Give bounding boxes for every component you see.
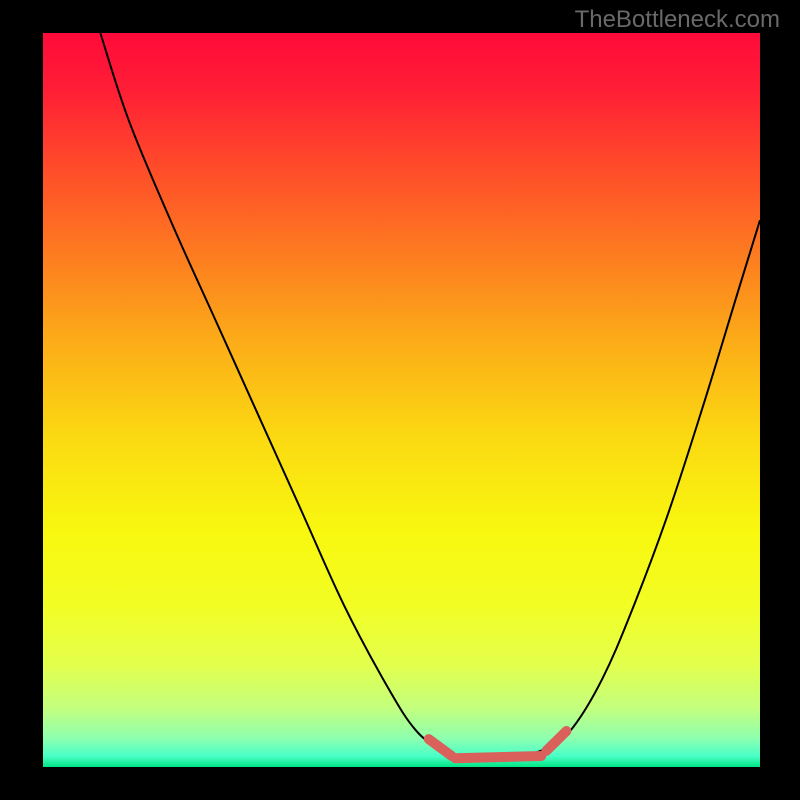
- highlight-segment-1: [455, 756, 541, 758]
- highlight-segment-2: [546, 731, 566, 751]
- bottleneck-chart: TheBottleneck.com: [0, 0, 800, 800]
- frame-right-band: [760, 0, 800, 800]
- highlight-segment-0: [429, 739, 452, 756]
- frame-bottom-band: [0, 767, 800, 800]
- frame-left-band: [0, 0, 43, 800]
- bottleneck-curve: [100, 33, 760, 757]
- watermark-text: TheBottleneck.com: [575, 6, 780, 34]
- curve-layer: [0, 0, 800, 800]
